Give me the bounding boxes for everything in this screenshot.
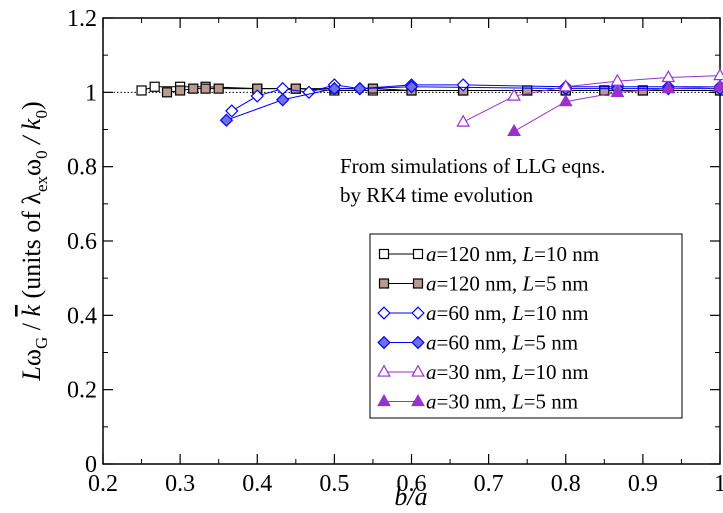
- y-tick-label: 1.2: [67, 6, 97, 32]
- data-point: [404, 80, 419, 94]
- series-4: [219, 80, 723, 127]
- x-tick-label: 0.5: [319, 471, 349, 497]
- x-tick-label: 1: [714, 471, 723, 497]
- data-point: [327, 81, 342, 96]
- data-point: [213, 83, 224, 94]
- y-axis-label: LωG / k (units of λexω0 / k0): [17, 101, 51, 381]
- y-tick-label: 0.8: [67, 155, 97, 181]
- legend-label: a=60 nm, L=5 nm: [426, 331, 578, 355]
- data-point: [175, 85, 186, 96]
- data-point: [200, 83, 211, 94]
- legend: a=120 nm, L=10 nm a=120 nm, L=5 nm a=60 nm…: [369, 233, 683, 419]
- legend-marker: [378, 248, 390, 260]
- legend-marker: [412, 248, 424, 260]
- legend-label: a=60 nm, L=10 nm: [426, 301, 589, 325]
- data-point: [161, 87, 173, 98]
- data-point: [225, 104, 239, 118]
- legend-entry: a=30 nm, L=10 nm: [377, 360, 589, 384]
- data-point: [188, 83, 199, 94]
- data-point: [290, 83, 301, 94]
- x-tick-label: 0.6: [397, 471, 427, 497]
- data-point: [276, 93, 290, 107]
- legend-label: a=30 nm, L=10 nm: [426, 360, 589, 384]
- x-tick-label: 0.4: [242, 471, 272, 497]
- legend-marker: [411, 393, 425, 407]
- x-tick-label: 0.3: [165, 471, 195, 497]
- x-tick-label: 0.8: [551, 471, 581, 497]
- data-point: [149, 81, 160, 92]
- legend-box: [369, 233, 683, 419]
- y-tick-label: 0: [85, 452, 97, 478]
- legend-marker: [411, 335, 425, 350]
- data-point: [219, 113, 234, 127]
- legend-marker: [377, 364, 391, 377]
- legend-entry: a=120 nm, L=10 nm: [378, 242, 599, 266]
- legend-marker: [412, 278, 424, 289]
- y-tick-label: 0.6: [67, 229, 97, 255]
- legend-marker: [377, 335, 391, 350]
- data-point: [610, 84, 625, 97]
- data-point: [507, 123, 521, 137]
- axis-ticks: [102, 17, 721, 465]
- legend-entry: a=30 nm, L=5 nm: [377, 390, 578, 414]
- legend-marker: [411, 364, 425, 377]
- legend-marker: [377, 393, 391, 407]
- legend-marker: [411, 306, 425, 320]
- data-point: [661, 69, 676, 83]
- data-point: [610, 73, 625, 86]
- x-tick-label: 0.9: [628, 471, 658, 497]
- legend-label: a=120 nm, L=10 nm: [426, 242, 599, 266]
- y-tick-label: 0.2: [67, 378, 97, 404]
- x-tick-label: 0.2: [88, 471, 118, 497]
- y-tick-label: 1: [85, 80, 97, 106]
- x-tick-label: 0.7: [474, 471, 504, 497]
- legend-entry: a=60 nm, L=10 nm: [377, 301, 589, 325]
- series-5: [456, 68, 723, 127]
- data-point: [507, 88, 521, 101]
- legend-marker: [377, 306, 391, 320]
- annotation-line-2: by RK4 time evolution: [340, 183, 534, 207]
- annotation-line-1: From simulations of LLG eqns.: [340, 154, 605, 178]
- data-point: [456, 114, 471, 127]
- y-tick-label: 0.4: [67, 303, 97, 329]
- data-point: [250, 89, 264, 103]
- x-axis-label: b/a: [394, 482, 427, 511]
- series-6: [507, 79, 723, 137]
- legend-label: a=30 nm, L=5 nm: [426, 390, 578, 414]
- legend-label: a=120 nm, L=5 nm: [426, 272, 589, 296]
- series-layer: [136, 68, 723, 137]
- data-point: [136, 85, 147, 96]
- series-line: [462, 75, 721, 123]
- data-point: [558, 79, 573, 92]
- tick-labels: 0.2 0.3 0.4 0.5 0.6 0.7 0.8 0.9 100.20.40.60.811…: [67, 6, 723, 497]
- data-point: [713, 68, 723, 81]
- data-point: [353, 81, 367, 96]
- data-point: [558, 94, 573, 107]
- data-point: [661, 81, 676, 94]
- data-point: [302, 85, 316, 100]
- legend-marker: [378, 278, 390, 289]
- legend-entry: a=60 nm, L=5 nm: [377, 331, 578, 355]
- legend-entry: a=120 nm, L=5 nm: [378, 272, 589, 296]
